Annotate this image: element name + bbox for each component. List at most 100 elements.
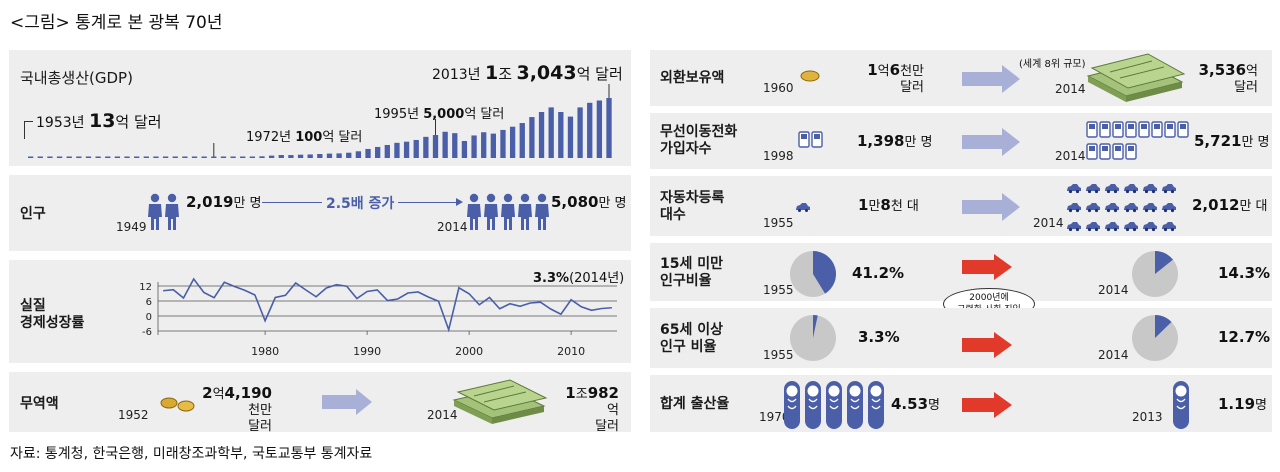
over65-1955-value-slice xyxy=(813,315,818,338)
population-1949-number: 2,019 xyxy=(186,193,234,211)
car-icon xyxy=(1162,222,1176,232)
over65-2014-pie xyxy=(1132,315,1178,361)
gdp-1953-year: 1953년 xyxy=(36,115,85,131)
gdp-bar-1990 xyxy=(384,144,390,158)
car-label-line2: 대수 xyxy=(660,207,686,223)
under15-2014-pie xyxy=(1132,251,1178,297)
car-label-line1: 자동차등록 xyxy=(660,190,725,206)
person-icon xyxy=(165,193,179,230)
gdp-bar-1993 xyxy=(413,139,419,158)
gdp-1953-callout: 1953년 13억 달러 xyxy=(36,110,162,132)
car-2014-year: 2014 xyxy=(1033,216,1064,230)
fx-1960-unit-a: 억 xyxy=(877,64,890,79)
growth-xtick-1980: 1980 xyxy=(251,345,279,358)
gdp-2013-year: 2013년 xyxy=(432,67,481,83)
gdp-bar-2013 xyxy=(606,98,612,158)
under15-1955-pie xyxy=(790,251,836,297)
population-1949-year: 1949 xyxy=(116,220,147,234)
gdp-bar-1997 xyxy=(452,133,458,158)
mobile-phone-icon xyxy=(1086,143,1098,160)
trade-label: 무역액 xyxy=(20,396,59,412)
gdp-bar-1998 xyxy=(461,140,468,158)
fx-2014-year: 2014 xyxy=(1055,82,1086,96)
growth-xtick-1990: 1990 xyxy=(353,345,381,358)
fertility-2013-value: 1.19명 xyxy=(1218,396,1267,414)
under15-1955-value: 41.2% xyxy=(852,264,905,282)
gdp-bar-1966 xyxy=(153,156,159,158)
fertility-panel xyxy=(650,375,1272,432)
person-icon xyxy=(467,193,481,230)
gdp-bar-1977 xyxy=(259,156,265,158)
baby-icon xyxy=(826,381,842,429)
growth-ytick-12: 12 xyxy=(139,282,152,293)
gdp-bar-1986 xyxy=(346,152,352,158)
gdp-bar-1956 xyxy=(56,156,63,158)
mobile-1998-year: 1998 xyxy=(763,149,794,163)
under15-label-line1: 15세 미만 xyxy=(660,256,723,272)
population-1949-unit: 만 명 xyxy=(233,196,262,211)
gdp-1972-year: 1972년 xyxy=(246,130,292,145)
mobile-1998-number: 1,398 xyxy=(857,132,905,150)
gdp-bar-1963 xyxy=(124,156,130,158)
person-icon xyxy=(484,193,498,230)
mobile-phone-icon xyxy=(798,131,810,148)
gdp-bar-1983 xyxy=(317,153,323,158)
fertility-2013-unit: 명 xyxy=(1255,398,1267,413)
gdp-bar-1996 xyxy=(442,131,448,158)
person-icon xyxy=(518,193,532,230)
under15-2014-value-slice xyxy=(1155,251,1173,274)
mobile-label-line1: 무선이동전화 xyxy=(660,124,738,140)
gdp-bar-1958 xyxy=(76,156,82,158)
mobile-phone-icon xyxy=(1151,121,1163,138)
gdp-1995-year: 1995년 xyxy=(374,107,420,122)
under15-arrow-icon xyxy=(962,254,1012,280)
trade-2014-currency: 달러 xyxy=(595,419,619,434)
gdp-bar-2004 xyxy=(519,123,525,158)
car-1955-value: 1만8천 대 xyxy=(858,197,919,215)
gdp-bar-1964 xyxy=(134,156,140,158)
mobile-2014-value: 5,721만 명 xyxy=(1194,133,1270,151)
fx-1960-num-b: 6 xyxy=(889,61,901,79)
car-icon xyxy=(1143,184,1157,194)
mobile-phone-icon xyxy=(1164,121,1176,138)
car-1955-unit-b: 천 대 xyxy=(890,199,919,214)
car-icon xyxy=(1124,203,1138,213)
mobile-1998-unit: 만 명 xyxy=(904,135,933,150)
over65-label-line1: 65세 이상 xyxy=(660,322,723,338)
gdp-bar-1972 xyxy=(211,156,217,158)
baby-icon xyxy=(847,381,863,429)
mobile-2014-year: 2014 xyxy=(1055,149,1086,163)
fx-1960-unit-b: 천만 xyxy=(900,64,924,79)
gdp-bar-1978 xyxy=(268,155,275,158)
gdp-bar-1981 xyxy=(297,154,304,158)
mobile-arrow-icon xyxy=(962,128,1020,156)
fx-2014-currency: 달러 xyxy=(1234,80,1258,95)
mobile-phone-icon xyxy=(1138,121,1150,138)
fx-1960-year: 1960 xyxy=(763,81,794,95)
gdp-bar-2005 xyxy=(529,117,535,158)
gdp-bar-1970 xyxy=(191,156,198,158)
mobile-phone-icon xyxy=(811,131,823,148)
fx-arrow-icon xyxy=(962,65,1020,93)
gdp-bar-1999 xyxy=(471,135,477,158)
growth-label-line1: 실질 xyxy=(20,298,46,314)
population-2014-number: 5,080 xyxy=(551,193,599,211)
car-1955-year: 1955 xyxy=(763,216,794,230)
gdp-1953-bracket xyxy=(24,121,33,139)
gdp-bar-1957 xyxy=(66,156,72,158)
gdp-bar-1988 xyxy=(365,148,371,158)
fx-2014-num: 3,536 xyxy=(1198,61,1247,79)
fx-1960-value: 1억6천만 달러 xyxy=(852,62,924,96)
car-icon xyxy=(1086,184,1100,194)
gdp-bar-1971 xyxy=(201,156,207,158)
growth-xtick-2000: 2000 xyxy=(455,345,483,358)
growth-line-chart: 12 6 0 -6 1980 1990 2000 2010 xyxy=(139,277,617,358)
gdp-1953-value: 13 xyxy=(88,110,116,132)
car-icon xyxy=(1086,222,1100,232)
gdp-1972-value: 100 xyxy=(295,130,323,145)
gdp-2013-value-a: 1 xyxy=(484,62,499,84)
person-icon xyxy=(148,193,162,230)
gdp-bar-2011 xyxy=(587,102,593,158)
population-arrow-head xyxy=(456,198,463,206)
fertility-1970-year: 1970 xyxy=(759,410,790,424)
